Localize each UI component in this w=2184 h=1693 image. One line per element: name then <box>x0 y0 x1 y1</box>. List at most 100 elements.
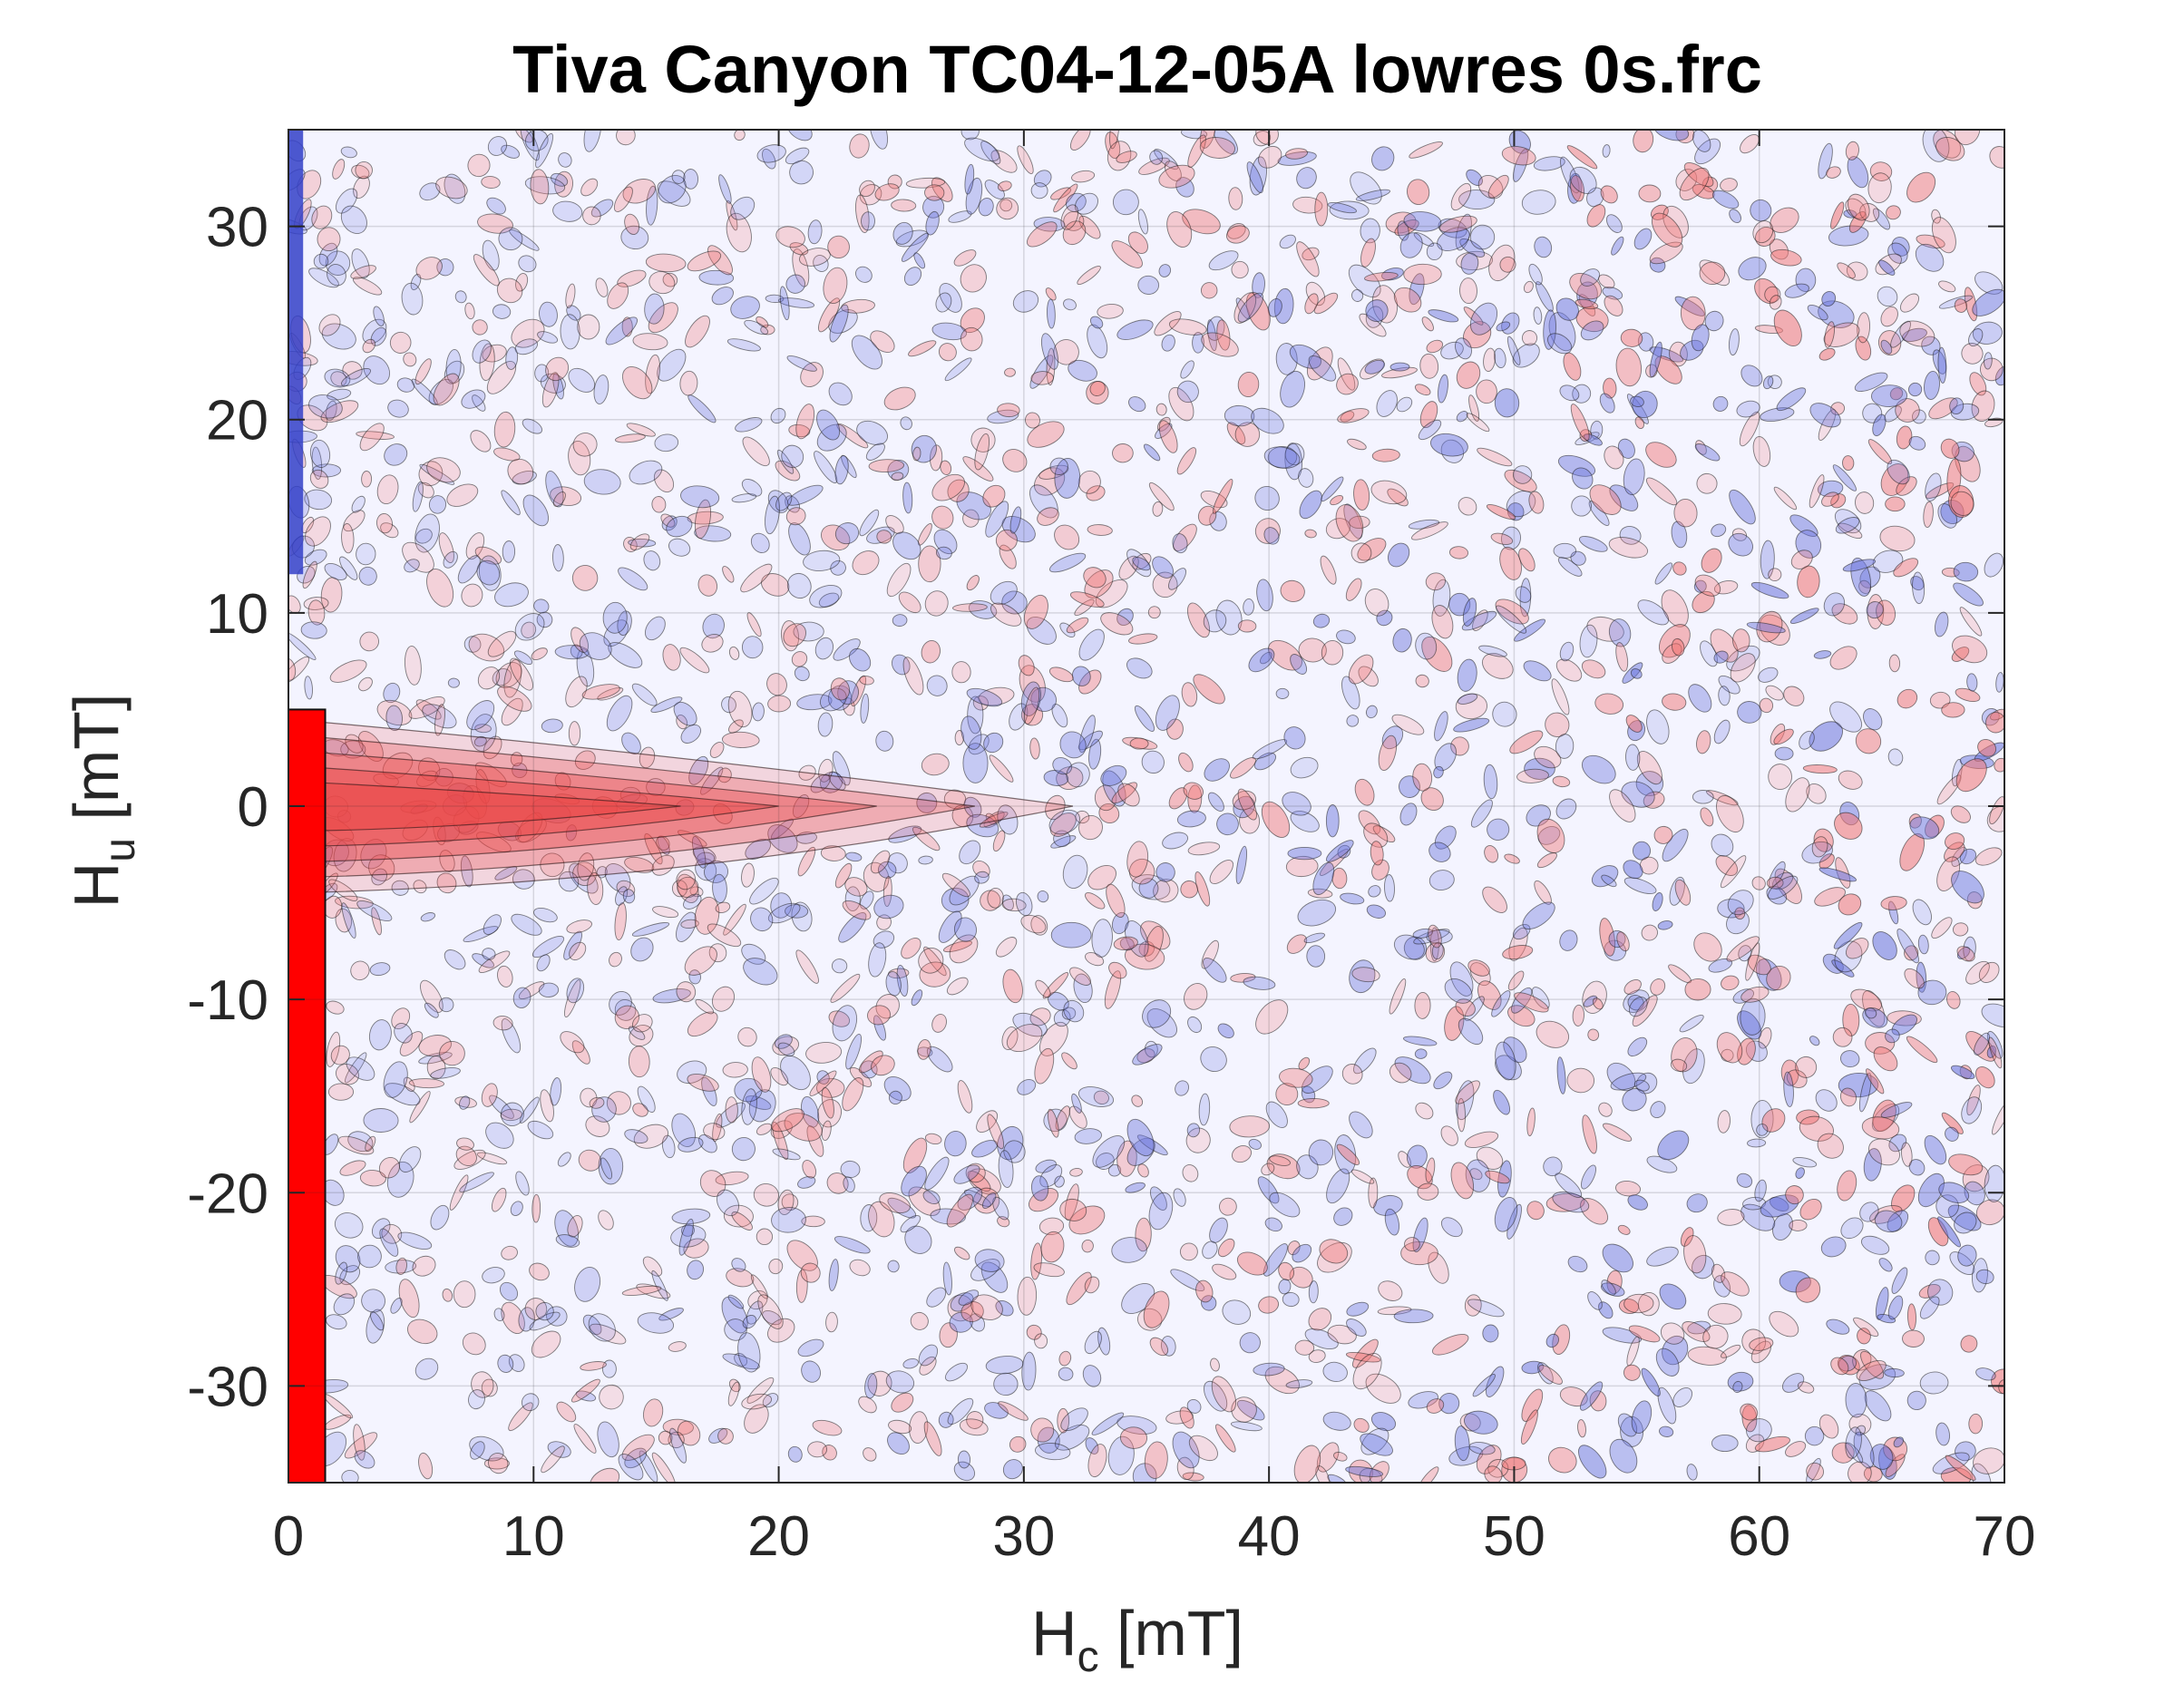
contour-patch-negative <box>1832 464 1857 491</box>
contour-patch-negative <box>1107 1435 1135 1475</box>
contour-patch-positive <box>398 1279 420 1318</box>
contour-patch-positive <box>1420 787 1444 811</box>
contour-patch-positive <box>770 1067 789 1086</box>
y-tick-label: -10 <box>187 969 268 1032</box>
contour-patch-positive <box>1009 1435 1027 1453</box>
contour-patch-positive <box>685 315 710 348</box>
contour-patch-positive <box>1941 1112 1964 1134</box>
contour-patch-negative <box>609 990 632 1016</box>
contour-patch-negative <box>786 355 817 372</box>
contour-patch-positive <box>1902 1329 1925 1348</box>
contour-patch-positive <box>908 340 937 357</box>
contour-patch-negative <box>980 1261 1009 1293</box>
contour-patch-negative <box>901 1165 927 1197</box>
contour-patch-positive <box>1403 263 1442 286</box>
contour-patch-negative <box>657 348 687 382</box>
contour-patch-positive <box>567 1215 583 1238</box>
contour-patch-negative <box>1329 200 1370 220</box>
contour-patch-negative <box>1267 298 1282 317</box>
contour-patch-positive <box>1029 1007 1051 1027</box>
contour-patch-positive <box>1054 524 1080 550</box>
contour-patch-negative <box>502 540 516 563</box>
contour-patch-positive <box>1261 1163 1275 1176</box>
contour-patch-positive <box>1855 336 1872 361</box>
contour-patch-negative <box>1674 296 1705 316</box>
contour-patch-positive <box>1165 1410 1194 1425</box>
contour-patch-positive <box>687 1011 718 1037</box>
contour-patch-positive <box>1353 479 1370 511</box>
contour-patch-negative <box>1737 701 1762 724</box>
contour-patch-positive <box>1414 991 1431 1019</box>
x-tick-label: 50 <box>1483 1505 1545 1568</box>
contour-patch-positive <box>662 272 678 287</box>
contour-patch-negative <box>1523 660 1552 682</box>
contour-patch-negative <box>869 130 889 150</box>
contour-patch-negative <box>892 654 911 676</box>
contour-patch-positive <box>621 316 633 337</box>
contour-field <box>288 130 2004 1483</box>
contour-patch-positive <box>1696 472 1718 494</box>
contour-patch-negative <box>1492 701 1517 727</box>
contour-patch-positive <box>960 307 985 334</box>
contour-patch-positive <box>1831 603 1858 625</box>
contour-patch-positive <box>1516 768 1549 783</box>
contour-patch-positive <box>1253 131 1272 147</box>
contour-patch-negative <box>873 930 895 949</box>
contour-patch-negative <box>569 862 599 894</box>
contour-patch-positive <box>902 1137 928 1173</box>
contour-patch-negative <box>1912 899 1932 926</box>
x-tick-label: 10 <box>502 1505 565 1568</box>
contour-patch-positive <box>806 1125 824 1157</box>
contour-patch-negative <box>765 294 785 304</box>
contour-patch-positive <box>577 314 600 340</box>
x-tick-label: 0 <box>273 1505 304 1568</box>
contour-patch-negative <box>1428 309 1459 323</box>
contour-patch-positive <box>1306 346 1333 381</box>
contour-patch-negative <box>791 901 813 932</box>
contour-patch-negative <box>368 1019 392 1051</box>
contour-patch-positive <box>1450 736 1469 756</box>
contour-patch-positive <box>1068 1205 1106 1235</box>
contour-patch-positive <box>1764 286 1781 303</box>
contour-patch-negative <box>1669 876 1685 906</box>
contour-patch-negative <box>1726 910 1750 935</box>
saturated-strip <box>288 708 327 1483</box>
contour-patch-positive <box>1559 1387 1588 1407</box>
contour-patch-positive <box>909 1411 929 1445</box>
contour-patch-negative <box>1388 542 1410 568</box>
contour-patch-negative <box>1287 846 1322 861</box>
contour-patch-negative <box>1579 624 1598 658</box>
contour-patch-negative <box>1112 189 1139 216</box>
contour-patch-positive <box>891 199 917 212</box>
contour-patch-negative <box>1326 1168 1350 1204</box>
contour-patch-positive <box>1457 1097 1466 1133</box>
contour-patch-negative <box>1650 1101 1666 1119</box>
contour-patch-negative <box>1264 1217 1282 1232</box>
contour-patch-negative <box>1457 693 1478 705</box>
contour-patch-negative <box>1917 979 1947 1006</box>
contour-patch-positive <box>1353 1417 1370 1433</box>
contour-patch-negative <box>371 868 388 886</box>
contour-patch-positive <box>1258 1296 1280 1314</box>
contour-patch-negative <box>1961 1096 1983 1124</box>
contour-patch-negative <box>722 1353 760 1370</box>
contour-patch-positive <box>1217 1238 1235 1258</box>
contour-patch-positive <box>1837 1170 1857 1202</box>
contour-patch-negative <box>546 1306 568 1327</box>
contour-patch-positive <box>1456 361 1481 389</box>
contour-patch-negative <box>646 185 658 226</box>
contour-patch-negative <box>605 316 639 345</box>
contour-patch-positive <box>1638 1291 1660 1317</box>
contour-patch-negative <box>1925 472 1942 501</box>
contour-patch-negative <box>1458 190 1496 210</box>
contour-patch-negative <box>1322 1411 1351 1431</box>
contour-patch-positive <box>1330 495 1344 506</box>
contour-patch-negative <box>1581 754 1616 784</box>
x-tick-label: 70 <box>1974 1505 2036 1568</box>
y-tick-label: 10 <box>206 583 268 646</box>
contour-patch-negative <box>1524 757 1555 780</box>
contour-patch-negative <box>1085 1437 1099 1455</box>
contour-patch-negative <box>1627 1194 1648 1211</box>
contour-patch-negative <box>774 1034 793 1049</box>
contour-patch-positive <box>1197 505 1217 526</box>
